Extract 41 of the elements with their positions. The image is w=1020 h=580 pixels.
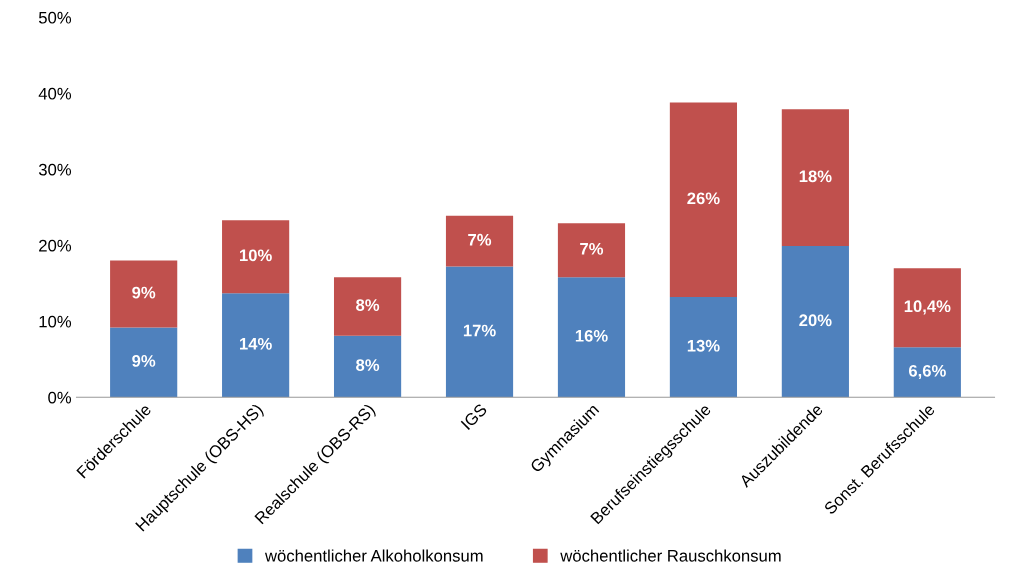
bar	[222, 293, 290, 398]
data-label: 13%	[687, 339, 720, 352]
bar	[557, 277, 626, 398]
bar	[893, 347, 961, 398]
y-tick-label: 20%	[39, 239, 72, 252]
y-tick-label: 0%	[48, 391, 72, 404]
data-label: 14%	[239, 337, 272, 350]
legend-label: wöchentlicher Rauschkonsum	[560, 549, 781, 562]
bar	[781, 246, 849, 398]
data-label: 16%	[575, 329, 608, 342]
y-tick-label: 30%	[38, 163, 72, 176]
data-label: 10%	[239, 249, 272, 262]
data-label: 10,4%	[904, 300, 951, 315]
data-label: 18%	[799, 170, 832, 183]
bar	[669, 102, 738, 298]
legend-label: wöchentlicher Alkoholkonsum	[264, 549, 483, 562]
y-tick-label: 10%	[39, 315, 72, 328]
bar	[110, 327, 178, 398]
bar	[445, 215, 514, 267]
data-label: 7%	[468, 233, 492, 246]
data-label: 17%	[463, 324, 496, 337]
data-label: 9%	[132, 355, 156, 367]
data-label: 9%	[132, 286, 156, 299]
data-label: 8%	[356, 299, 380, 311]
bar	[557, 223, 626, 278]
bar	[893, 268, 961, 348]
bar	[669, 297, 738, 398]
bar	[110, 260, 178, 328]
y-tick-label: 40%	[38, 87, 72, 100]
bar	[445, 266, 514, 398]
data-label: 8%	[356, 359, 380, 371]
data-label: 6,6%	[908, 364, 946, 380]
y-tick-label: 50%	[38, 11, 72, 24]
bar	[781, 109, 849, 247]
data-label: 7%	[580, 242, 604, 255]
bar	[222, 220, 290, 294]
bar	[333, 335, 402, 398]
data-label: 20%	[799, 314, 832, 327]
data-label: 26%	[687, 192, 720, 205]
bar	[333, 277, 402, 336]
x-tick-label: IGS	[460, 403, 488, 431]
